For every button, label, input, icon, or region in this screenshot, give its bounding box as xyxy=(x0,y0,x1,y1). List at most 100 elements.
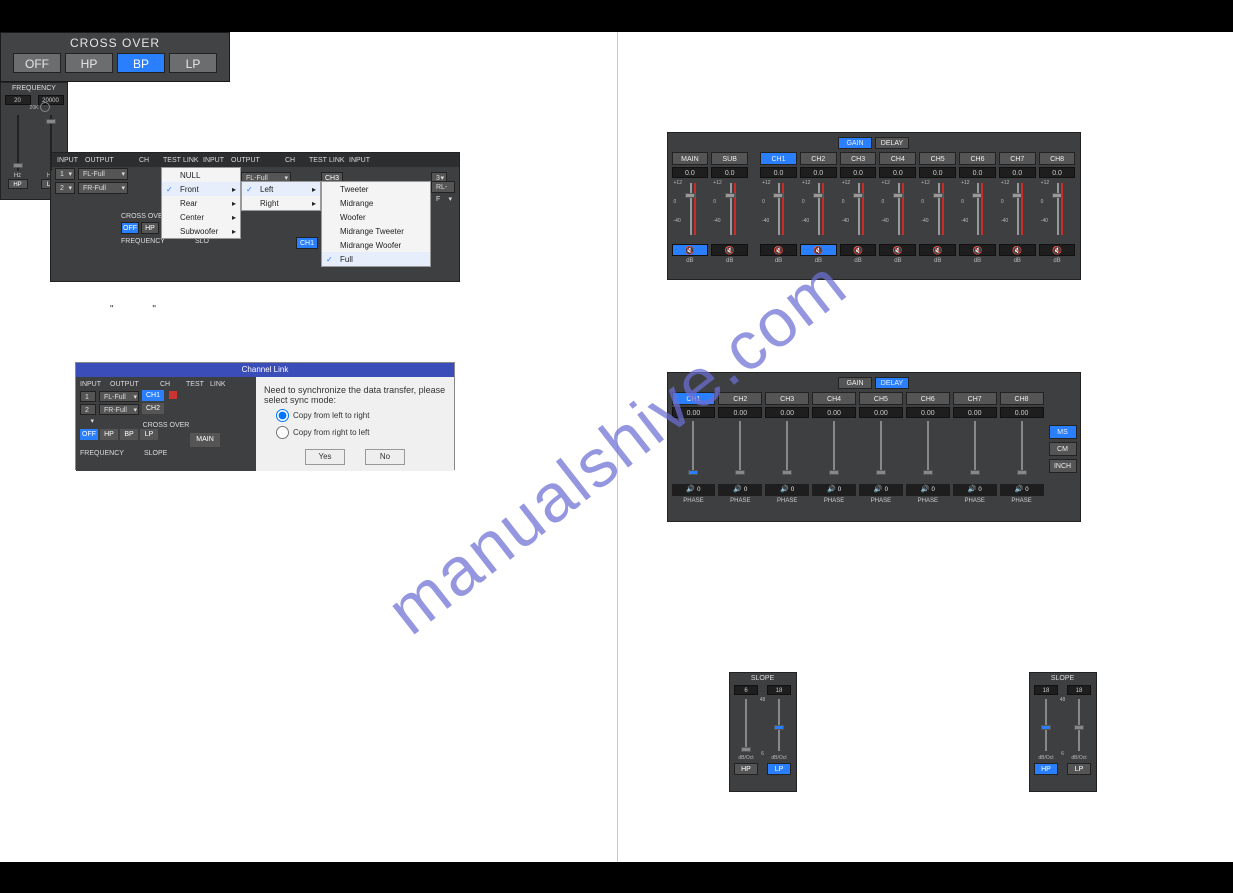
mute-btn[interactable]: 🔇 xyxy=(760,244,797,256)
radio-rtl[interactable]: Copy from right to left xyxy=(276,426,446,439)
ch-slider[interactable]: +120-40 xyxy=(919,181,956,239)
phase-btn[interactable]: 0 xyxy=(765,484,809,496)
menu-item-full[interactable]: ✓Full xyxy=(322,252,430,266)
slope1-lp[interactable]: LP xyxy=(767,763,791,775)
ch-slider[interactable] xyxy=(672,421,716,479)
freq-slider-1[interactable] xyxy=(11,115,25,173)
dd-r1-in[interactable]: 1 xyxy=(80,391,96,402)
xo3-lp[interactable]: LP xyxy=(169,53,217,73)
btn-r2-ch[interactable]: CH2 xyxy=(142,403,164,414)
ch-btn[interactable]: CH8 xyxy=(1039,152,1076,165)
unit-ms[interactable]: MS xyxy=(1049,425,1077,439)
ch-btn[interactable]: CH1 xyxy=(672,392,716,405)
slope1-v1[interactable]: 6 xyxy=(734,685,758,695)
dd-r2-in[interactable]: 2 xyxy=(80,404,96,415)
tab2-delay[interactable]: DELAY xyxy=(875,377,909,389)
group-btn[interactable]: MAIN xyxy=(672,152,709,165)
xo-off[interactable]: OFF xyxy=(121,222,139,234)
ss1-r2-input[interactable]: 2 xyxy=(55,182,75,194)
dd-r2-out[interactable]: FR-Full xyxy=(99,404,139,415)
ch-slider[interactable]: +120-40 xyxy=(959,181,996,239)
ch-slider[interactable] xyxy=(859,421,903,479)
ch-btn[interactable]: CH2 xyxy=(718,392,762,405)
ch-slider[interactable]: +120-40 xyxy=(760,181,797,239)
ch-btn[interactable]: CH4 xyxy=(879,152,916,165)
slope2-v1[interactable]: 18 xyxy=(1034,685,1058,695)
ss1-ch1-btn[interactable]: CH1 xyxy=(296,237,318,249)
mute-btn[interactable]: 🔇 xyxy=(800,244,837,256)
mute-btn[interactable]: 🔇 xyxy=(840,244,877,256)
xo2-hp[interactable]: HP xyxy=(100,429,118,440)
menu-item-center[interactable]: Center▸ xyxy=(162,210,240,224)
ch-slider[interactable]: +120-40 xyxy=(879,181,916,239)
ch-slider[interactable]: +120-40 xyxy=(800,181,837,239)
phase-btn[interactable]: 0 xyxy=(1000,484,1044,496)
mute-btn[interactable]: 🔇 xyxy=(999,244,1036,256)
group-slider[interactable]: +120-40 xyxy=(711,181,748,239)
menu-item-null[interactable]: NULL xyxy=(162,168,240,182)
ch-slider[interactable] xyxy=(953,421,997,479)
no-button[interactable]: No xyxy=(365,449,405,465)
mute-btn[interactable]: 🔇 xyxy=(879,244,916,256)
phase-btn[interactable]: 0 xyxy=(906,484,950,496)
yes-button[interactable]: Yes xyxy=(305,449,345,465)
ch-slider[interactable]: +120-40 xyxy=(840,181,877,239)
freq-slider-2[interactable] xyxy=(44,115,58,173)
xo3-off[interactable]: OFF xyxy=(13,53,61,73)
phase-btn[interactable]: 0 xyxy=(812,484,856,496)
menu-item-woofer[interactable]: Woofer xyxy=(322,210,430,224)
radio-ltr[interactable]: Copy from left to right xyxy=(276,409,446,422)
menu-item-mid-woofer[interactable]: Midrange Woofer xyxy=(322,238,430,252)
ch-btn[interactable]: CH2 xyxy=(800,152,837,165)
freq-v1[interactable]: 20 xyxy=(5,95,31,105)
main-btn[interactable]: MAIN xyxy=(190,433,220,447)
unit-cm[interactable]: CM xyxy=(1049,442,1077,456)
freq-hp[interactable]: HP xyxy=(8,179,28,189)
menu-item-subwoofer[interactable]: Subwoofer▸ xyxy=(162,224,240,238)
ch-btn[interactable]: CH5 xyxy=(859,392,903,405)
slope2-hp[interactable]: HP xyxy=(1034,763,1058,775)
mute-btn[interactable]: 🔇 xyxy=(711,244,748,256)
ss1-r2-output[interactable]: FR-Full xyxy=(78,182,128,194)
menu-item-mid-tweeter[interactable]: Midrange Tweeter xyxy=(322,224,430,238)
tab-gain[interactable]: GAIN xyxy=(838,137,872,149)
xo3-hp[interactable]: HP xyxy=(65,53,113,73)
btn-r1-ch[interactable]: CH1 xyxy=(142,390,164,401)
slope1-slider-1[interactable] xyxy=(745,699,747,751)
slope2-v2[interactable]: 18 xyxy=(1067,685,1091,695)
group-slider[interactable]: +120-40 xyxy=(672,181,709,239)
ch-btn[interactable]: CH3 xyxy=(840,152,877,165)
menu-item-right[interactable]: Right▸ xyxy=(242,196,320,210)
slope2-slider-1[interactable] xyxy=(1045,699,1047,751)
phase-btn[interactable]: 0 xyxy=(672,484,716,496)
ch-btn[interactable]: CH5 xyxy=(919,152,956,165)
ch-btn[interactable]: CH4 xyxy=(812,392,856,405)
ch-btn[interactable]: CH3 xyxy=(765,392,809,405)
ss1-r1-input[interactable]: 1 xyxy=(55,168,75,180)
ch-btn[interactable]: CH7 xyxy=(999,152,1036,165)
ch-btn[interactable]: CH8 xyxy=(1000,392,1044,405)
menu-item-rear[interactable]: Rear▸ xyxy=(162,196,240,210)
ch-btn[interactable]: CH7 xyxy=(953,392,997,405)
mute-btn[interactable]: 🔇 xyxy=(919,244,956,256)
ch-slider[interactable] xyxy=(765,421,809,479)
xo2-bp[interactable]: BP xyxy=(120,429,138,440)
dd-r1-out[interactable]: FL-Full xyxy=(99,391,139,402)
slope1-hp[interactable]: HP xyxy=(734,763,758,775)
menu-item-tweeter[interactable]: Tweeter xyxy=(322,182,430,196)
ch-slider[interactable] xyxy=(906,421,950,479)
slope2-slider-2[interactable] xyxy=(1078,699,1080,751)
slope2-lp[interactable]: LP xyxy=(1067,763,1091,775)
ch-slider[interactable] xyxy=(718,421,762,479)
mute-btn[interactable]: 🔇 xyxy=(672,244,709,256)
ch-btn[interactable]: CH6 xyxy=(906,392,950,405)
tab2-gain[interactable]: GAIN xyxy=(838,377,872,389)
menu-item-left[interactable]: ✓Left▸ xyxy=(242,182,320,196)
group-btn[interactable]: SUB xyxy=(711,152,748,165)
mute-btn[interactable]: 🔇 xyxy=(959,244,996,256)
unit-inch[interactable]: INCH xyxy=(1049,459,1077,473)
ch-slider[interactable]: +120-40 xyxy=(1039,181,1076,239)
phase-btn[interactable]: 0 xyxy=(718,484,762,496)
ch-btn[interactable]: CH6 xyxy=(959,152,996,165)
xo-hp[interactable]: HP xyxy=(141,222,159,234)
